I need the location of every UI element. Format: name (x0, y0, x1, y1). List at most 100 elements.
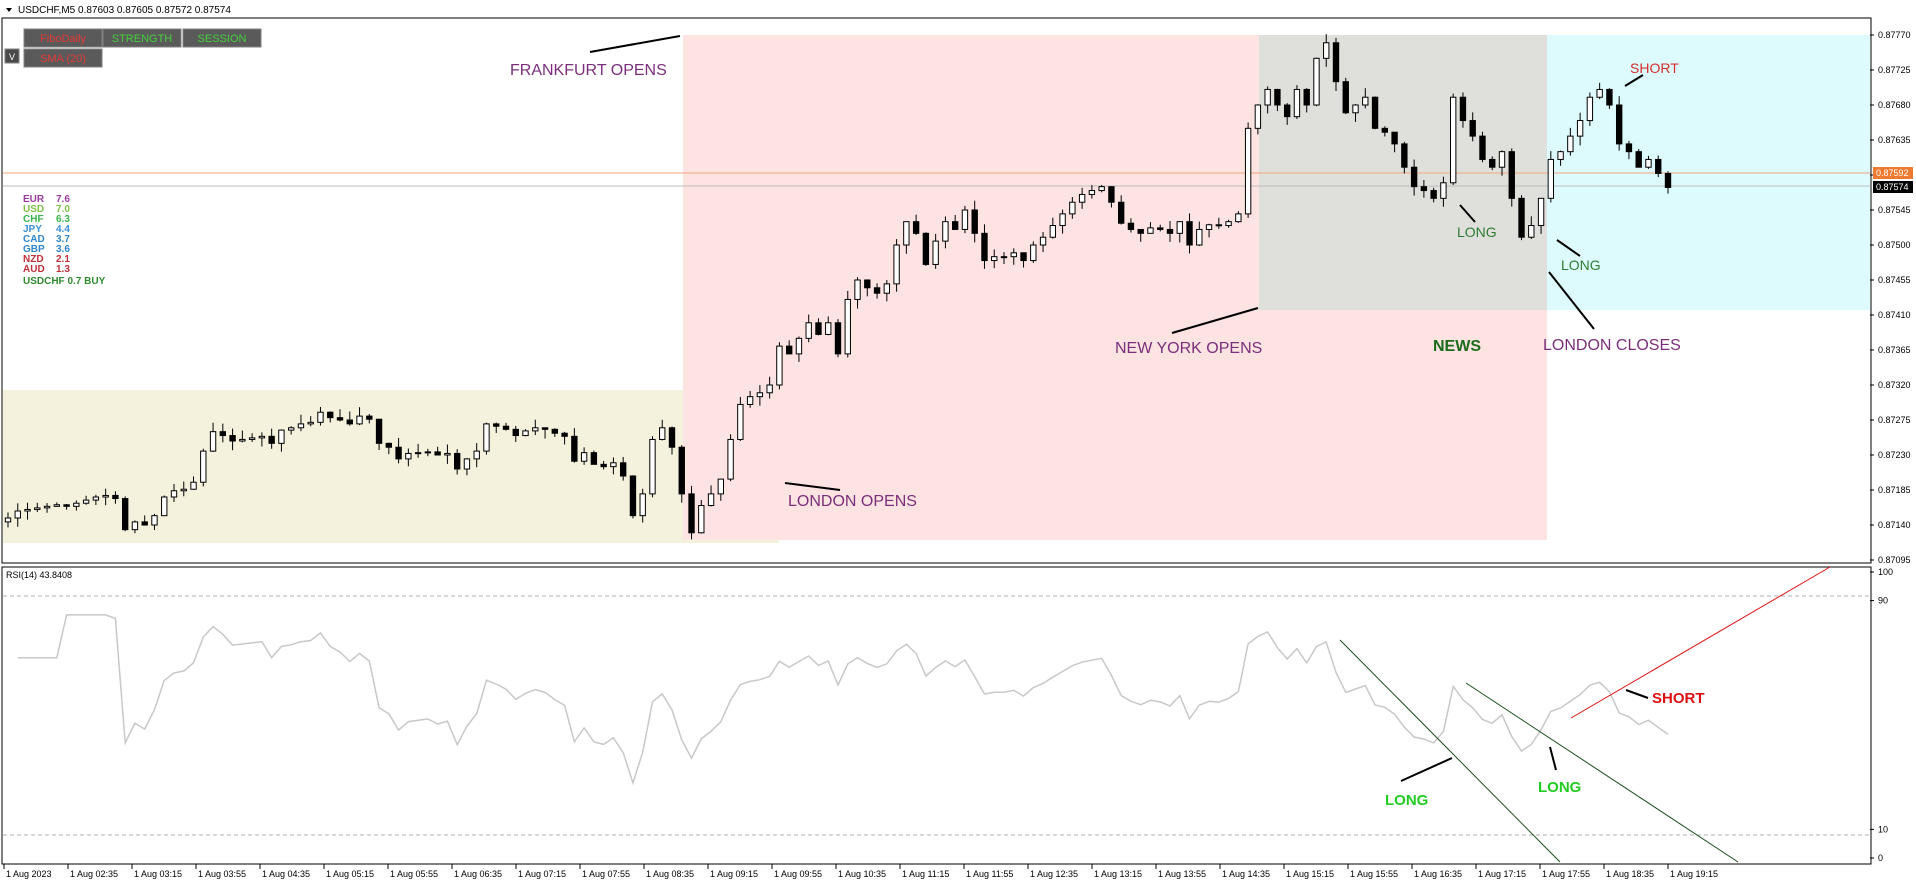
candle (1567, 127, 1574, 156)
strength-currency-gbp: GBP (23, 244, 45, 255)
price-axis-label: 0.87725 (1878, 65, 1911, 75)
strength-currency-aud: AUD (23, 264, 45, 275)
price-axis-label: 0.87635 (1878, 135, 1911, 145)
strength-currency-eur: EUR (23, 194, 45, 205)
price-axis-label: 0.87095 (1878, 555, 1911, 565)
candle (356, 407, 363, 426)
candle (1586, 92, 1594, 126)
price-axis-label: 0.87320 (1878, 380, 1911, 390)
time-axis-label: 1 Aug 15:55 (1350, 869, 1398, 879)
time-axis-label: 1 Aug 09:55 (774, 869, 822, 879)
strength-value-jpy: 4.4 (56, 224, 70, 235)
candle (1362, 88, 1369, 109)
candle (688, 485, 695, 540)
candle (1645, 155, 1652, 169)
candle (53, 502, 61, 507)
time-axis-label: 1 Aug 07:15 (518, 869, 566, 879)
signal-text: USDCHF 0.7 BUY (23, 276, 106, 287)
candle (981, 224, 988, 269)
candle (121, 496, 129, 532)
candle (600, 460, 607, 470)
candle (873, 283, 881, 299)
short-label: SHORT (1630, 60, 1679, 76)
candle (1215, 217, 1223, 229)
candle (678, 445, 685, 503)
candle (727, 434, 734, 482)
candle (1020, 252, 1027, 268)
strength-value-cad: 3.7 (56, 234, 70, 245)
sma-button[interactable]: SMA (20) (23, 48, 103, 68)
candle (1430, 187, 1437, 203)
strength-value-eur: 7.6 (56, 194, 70, 205)
long-close-label: LONG (1561, 257, 1601, 273)
candle (1489, 156, 1496, 171)
price-axis-label: 0.87545 (1878, 205, 1911, 215)
candle (268, 428, 275, 449)
candle (1147, 222, 1154, 234)
candle (424, 448, 432, 457)
candle (73, 500, 80, 511)
candle (864, 279, 871, 297)
candle (1547, 151, 1555, 203)
candle (170, 483, 178, 502)
candle (805, 314, 812, 343)
rsi-panel[interactable] (1, 566, 1872, 865)
candle (571, 428, 578, 463)
price-axis-label: 0.87185 (1878, 485, 1911, 495)
candle (1039, 232, 1047, 253)
candle (698, 500, 705, 534)
session-button[interactable]: SESSION (182, 28, 262, 48)
price-axis-label: 0.87365 (1878, 345, 1911, 355)
candle (532, 419, 539, 436)
candle (1303, 88, 1310, 113)
candle (1420, 180, 1428, 198)
rsi-axis-label: 0 (1878, 853, 1883, 863)
candle (1352, 104, 1359, 122)
candle (1625, 140, 1633, 160)
candle (1293, 85, 1301, 120)
candle (1088, 185, 1096, 199)
candle (1518, 195, 1525, 241)
candle (825, 316, 832, 336)
candle (951, 215, 959, 230)
time-axis-label: 1 Aug 12:35 (1030, 869, 1078, 879)
rsi-long-label-2: LONG (1538, 779, 1581, 796)
time-axis-label: 1 Aug 04:35 (262, 869, 310, 879)
session-label: SESSION (198, 33, 247, 45)
candle (1313, 57, 1320, 107)
candle (795, 336, 803, 362)
triangle-down-icon[interactable] (6, 8, 12, 12)
time-axis-label: 1 Aug 03:15 (134, 869, 182, 879)
candle (414, 443, 422, 458)
strength-currency-cad: CAD (23, 234, 45, 245)
candle (1196, 221, 1203, 246)
candle (366, 413, 373, 424)
candle (561, 431, 568, 445)
candle (346, 411, 353, 426)
candle (287, 426, 295, 435)
fibo-daily-button[interactable]: FiboDaily (23, 28, 103, 48)
candle (385, 442, 393, 455)
fibo-daily-label: FiboDaily (40, 33, 86, 45)
candle (1371, 96, 1379, 130)
candle (1459, 92, 1467, 128)
candle (463, 458, 471, 476)
frankfurt-opens-label: FRANKFURT OPENS (510, 62, 667, 79)
price-axis-label: 0.87140 (1878, 520, 1911, 530)
candle (971, 200, 978, 243)
candle (1274, 88, 1281, 112)
candle (1596, 82, 1603, 100)
candle (932, 233, 939, 269)
candle (1166, 220, 1174, 242)
strength-button[interactable]: STRENGTH (102, 28, 182, 48)
candle (1342, 77, 1349, 115)
time-axis-label: 1 Aug 13:15 (1094, 869, 1142, 879)
candle (1010, 248, 1017, 265)
candle (737, 396, 744, 442)
rsi-line (17, 614, 1669, 786)
v-button[interactable]: V (4, 48, 20, 64)
candle (1264, 86, 1271, 114)
price-axis-label: 0.87770 (1878, 30, 1911, 40)
candle (141, 515, 148, 526)
sma-label: SMA (20) (40, 53, 86, 65)
